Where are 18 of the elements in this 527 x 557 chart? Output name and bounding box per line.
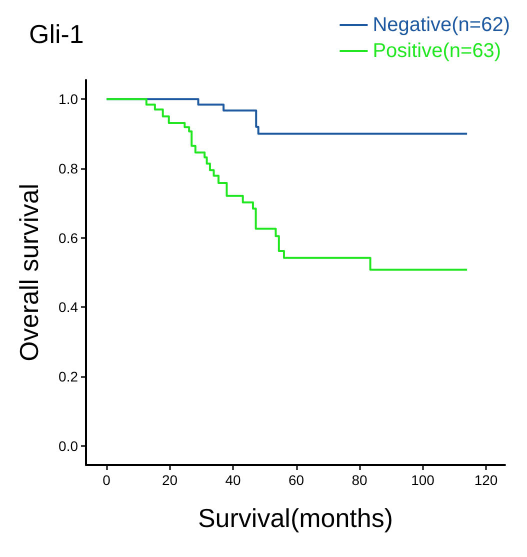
- y-tick-label: 0.4: [58, 299, 78, 316]
- legend-label: Negative(n=62): [372, 14, 510, 36]
- x-tick-label: 60: [288, 472, 304, 488]
- x-tick-label: 40: [225, 472, 242, 488]
- x-tick-label: 120: [474, 472, 498, 488]
- y-tick-label: 0.6: [58, 230, 78, 246]
- x-tick-label: 20: [162, 472, 178, 488]
- x-axis-title: Survival(months): [198, 503, 394, 533]
- x-tick-label: 80: [352, 472, 368, 488]
- y-tick-label: 0.8: [58, 160, 78, 176]
- y-tick-label: 0.2: [58, 368, 78, 385]
- y-axis-title: Overall survival: [14, 184, 44, 362]
- y-tick-label: 0.0: [58, 438, 78, 454]
- y-tick-label: 1.0: [58, 91, 78, 108]
- legend-label: Positive(n=63): [372, 40, 502, 62]
- chart-title: Gli-1: [29, 19, 84, 49]
- x-tick-label: 100: [411, 472, 435, 488]
- x-tick-label: 0: [102, 472, 111, 488]
